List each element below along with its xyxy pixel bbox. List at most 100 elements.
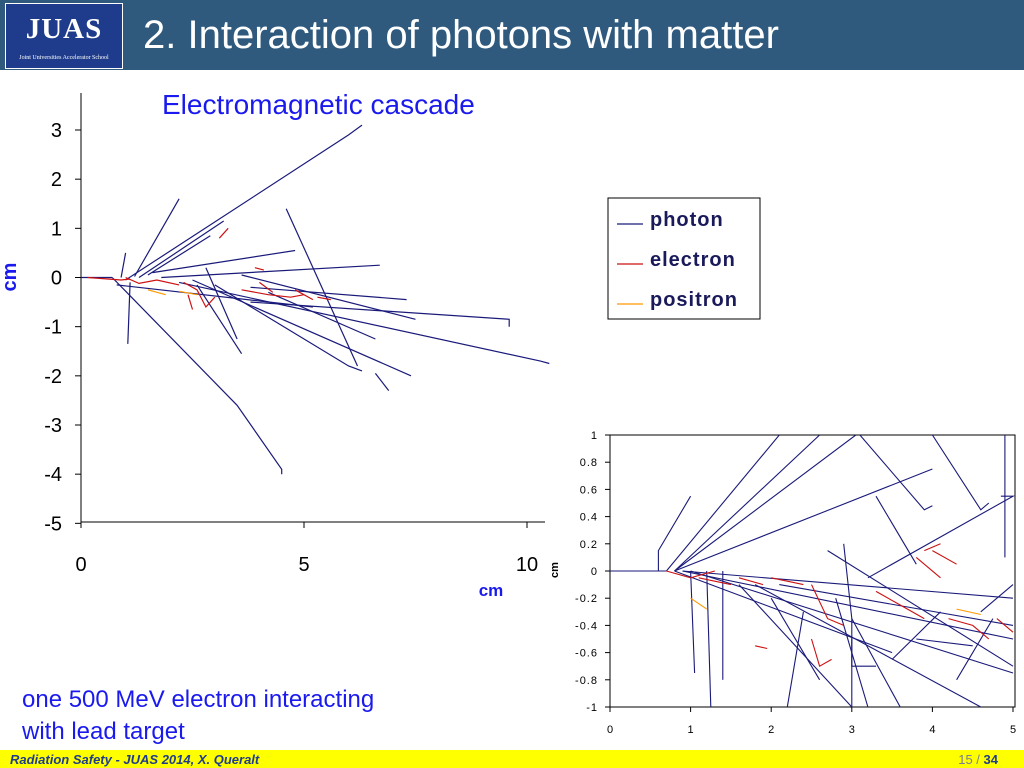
inset-photon-track — [851, 618, 901, 707]
inset-electron-track — [738, 577, 764, 586]
inset-photon-track — [682, 570, 1014, 640]
y-tick-label: 1 — [51, 218, 62, 240]
y-tick-label: 2 — [51, 169, 62, 191]
inset-photon-track — [980, 584, 1014, 613]
inset-y-axis-title: cm — [549, 562, 561, 578]
photon-track — [250, 286, 407, 301]
inset-x-tick-label: 0 — [607, 724, 613, 736]
inset-y-tick-label: 0.6 — [580, 484, 598, 496]
inset-photon-track — [875, 495, 917, 565]
inset-x-tick-label: 2 — [768, 724, 774, 736]
inset-positron-track — [956, 608, 981, 616]
inset-electron-track — [754, 645, 768, 650]
positron-track — [178, 290, 198, 296]
photon-track — [214, 284, 363, 372]
inset-electron-track — [932, 550, 957, 565]
photon-track — [205, 267, 238, 340]
inset-y-tick-label: -0.8 — [575, 675, 598, 687]
photon-track — [111, 277, 283, 475]
inset-electron-track — [915, 556, 941, 579]
photon-track — [250, 301, 510, 327]
x-tick-label: 10 — [516, 554, 538, 576]
photon-track — [178, 281, 550, 365]
inset-photon-track — [706, 570, 712, 707]
photon-track — [147, 235, 211, 276]
inset-photon-track — [674, 435, 857, 572]
photon-track — [125, 124, 363, 281]
chart-legend: photon electron positron — [607, 197, 761, 320]
electron-track — [125, 276, 180, 286]
inset-photon-track — [916, 638, 973, 647]
photon-track — [374, 373, 390, 391]
inset-y-tick-label: 0 — [591, 566, 598, 578]
photon-track — [120, 252, 127, 278]
inset-electron-track — [771, 577, 804, 586]
y-tick-label: -2 — [44, 366, 62, 388]
photon-track — [241, 274, 416, 320]
electron-track — [87, 276, 131, 281]
legend-label-photon: photon — [650, 209, 724, 231]
logo-text: JUAS — [25, 13, 103, 45]
inset-photon-track — [674, 468, 933, 572]
photon-track — [285, 208, 359, 367]
inset-electron-track — [875, 590, 925, 620]
title-bar: JUAS Joint Universities Accelerator Scho… — [0, 0, 1024, 70]
inset-photon-track — [754, 584, 982, 707]
electron-track — [218, 227, 229, 239]
legend-label-electron: electron — [650, 249, 736, 271]
inset-y-tick-label: 0.8 — [580, 457, 598, 469]
electron-track — [241, 289, 305, 298]
page-current: 15 — [958, 752, 973, 767]
y-tick-label: -1 — [44, 317, 62, 339]
caption: one 500 MeV electron interacting with le… — [22, 684, 462, 748]
footer-bar: Radiation Safety - JUAS 2014, X. Queralt… — [0, 750, 1024, 768]
inset-x-tick-label: 4 — [929, 724, 935, 736]
inset-y-tick-label: 0.4 — [580, 512, 598, 524]
inset-y-tick-label: 1 — [591, 430, 598, 442]
electron-track — [187, 294, 194, 310]
inset-photon-track — [690, 570, 696, 674]
photon-track — [116, 284, 313, 308]
legend-label-positron: positron — [650, 289, 738, 311]
photon-track — [138, 220, 225, 278]
y-tick-label: -4 — [44, 464, 62, 486]
inset-electron-track — [698, 577, 732, 586]
y-tick-label: -3 — [44, 415, 62, 437]
photon-track — [268, 291, 376, 340]
inset-photon-track — [867, 495, 1015, 579]
caption-line-2: with lead target — [22, 718, 185, 745]
inset-y-tick-label: -0.6 — [575, 648, 598, 660]
inset-photon-track — [674, 435, 820, 572]
logo-subtext: Joint Universities Accelerator School — [19, 55, 109, 61]
slide-title: 2. Interaction of photons with matter — [143, 13, 779, 57]
inset-photon-track — [931, 435, 990, 511]
page-total: 34 — [983, 752, 998, 767]
x-axis-title: cm — [479, 581, 504, 600]
inset-y-tick-label: -1 — [586, 702, 598, 714]
inset-electron-track — [996, 618, 1014, 633]
inset-electron-track — [810, 638, 832, 668]
inset-x-tick-label: 1 — [688, 724, 694, 736]
page-number: 15 / 34 — [958, 752, 998, 768]
y-axis-title: cm — [0, 263, 21, 292]
page-separator: / — [972, 752, 984, 767]
inset-electron-track — [948, 618, 990, 640]
inset-tracks — [610, 435, 1015, 707]
photon-track — [196, 284, 243, 355]
inset-photon-track — [738, 584, 853, 707]
electron-track — [317, 296, 331, 301]
inset-photon-track — [779, 584, 1014, 626]
y-tick-label: 3 — [51, 120, 62, 142]
inset-y-tick-label: -0.2 — [575, 593, 598, 605]
inset-photon-track — [956, 618, 994, 681]
inset-photon-track — [827, 550, 1014, 667]
inset-y-tick-label: 0.2 — [580, 539, 598, 551]
inset-electron-track — [666, 570, 715, 579]
photon-track — [133, 198, 180, 277]
inset-photon-track — [770, 597, 821, 681]
photon-track — [152, 249, 296, 274]
photon-track — [192, 279, 412, 377]
inset-photon-track — [843, 543, 853, 707]
